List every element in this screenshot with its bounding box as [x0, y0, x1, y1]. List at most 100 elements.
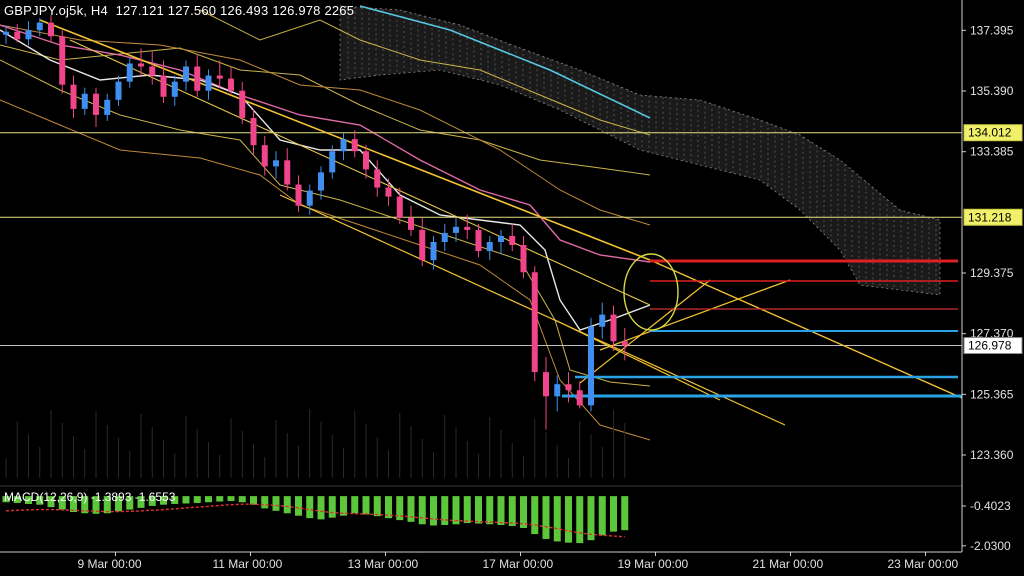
macd-bar	[58, 496, 66, 510]
candle	[318, 166, 324, 200]
macd-bar	[463, 496, 471, 524]
macd-bar	[137, 496, 145, 508]
candle-body	[599, 314, 606, 327]
macd-bar	[542, 496, 550, 539]
macd-bar	[283, 496, 291, 514]
macd-bar	[115, 496, 122, 512]
macd-bar	[520, 496, 527, 528]
candle	[520, 235, 527, 279]
low-value: 126.493	[220, 3, 269, 18]
macd-bar	[36, 496, 44, 505]
candle-body	[543, 372, 549, 397]
candle	[464, 214, 471, 239]
candle-body	[306, 190, 313, 206]
candle	[115, 75, 122, 106]
macd-bar	[587, 496, 595, 541]
date-tick-label: 19 Mar 00:00	[618, 557, 689, 571]
candle	[295, 175, 302, 212]
candle-body	[408, 217, 414, 230]
candlesticks	[3, 15, 628, 478]
candle-body	[14, 31, 21, 40]
candle	[374, 160, 381, 197]
macd-bar	[295, 496, 302, 516]
price-box	[963, 337, 1023, 355]
macd-tick-label: -0.4023	[970, 499, 1011, 513]
bollinger-upper-far	[0, 24, 651, 226]
macd-bar	[13, 496, 21, 503]
price-box	[963, 124, 1023, 142]
macd-bar	[317, 496, 325, 520]
candle-body	[295, 184, 302, 206]
date-tick-label: 21 Mar 00:00	[753, 557, 824, 571]
candle-body	[441, 232, 448, 242]
candle	[239, 81, 246, 124]
candle-body	[228, 78, 234, 91]
price-box-label: 126.978	[968, 339, 1012, 353]
candle-body	[36, 22, 43, 31]
candle-body	[59, 36, 66, 85]
price-tick-label: 125.365	[970, 387, 1014, 401]
candle-body	[149, 66, 156, 76]
macd-bar	[103, 496, 111, 514]
candle	[126, 57, 133, 88]
candle-body	[396, 196, 403, 218]
candle	[599, 302, 606, 339]
candle-body	[250, 117, 257, 146]
candle-body	[70, 84, 77, 109]
candle	[363, 145, 369, 179]
candle	[306, 184, 313, 215]
candle	[261, 136, 268, 176]
macd-signal-line	[5, 503, 625, 538]
bollinger-lower-outer	[0, 99, 651, 441]
price-box-label: 131.218	[968, 210, 1012, 224]
candle-body	[261, 145, 268, 167]
candle	[453, 217, 459, 242]
candle	[104, 93, 111, 121]
macd-bar	[272, 496, 280, 511]
candle-body	[464, 226, 471, 230]
macd-bar	[250, 496, 257, 505]
date-tick-label: 17 Mar 00:00	[483, 557, 554, 571]
candle	[3, 25, 9, 44]
candle	[588, 317, 594, 412]
candle	[419, 217, 426, 267]
macd-bar	[227, 496, 235, 502]
price-box	[963, 208, 1023, 226]
candle-body	[81, 93, 88, 109]
timeframe-label: H4	[90, 3, 108, 18]
candle-body	[486, 242, 493, 252]
macd-bar	[328, 496, 336, 518]
candle	[171, 75, 178, 106]
candle-body	[318, 172, 324, 191]
macd-bar	[385, 496, 392, 519]
candle-body	[126, 63, 133, 82]
macd-label: MACD(12,26,9) -1.3893 -1.6553	[4, 490, 176, 504]
macd-bar	[92, 496, 100, 514]
candle-body	[419, 229, 426, 261]
candle	[183, 60, 189, 91]
close-value: 126.978	[272, 3, 321, 18]
high-value: 127.560	[167, 3, 217, 18]
candle	[396, 187, 403, 224]
price-tick-label: 123.360	[970, 448, 1014, 462]
candle	[14, 24, 21, 43]
macd-bar	[610, 496, 617, 532]
candle	[329, 145, 336, 179]
candle-body	[498, 235, 504, 242]
candle	[250, 108, 257, 155]
candle	[59, 30, 66, 94]
macd-bar	[47, 496, 55, 508]
pink-ma	[0, 24, 651, 263]
macd-bar	[2, 496, 10, 503]
macd-bar	[306, 496, 314, 519]
macd-bar	[171, 496, 179, 504]
symbol-label: GBPJPY.oj5k	[4, 3, 84, 18]
date-tick-label: 9 Mar 00:00	[78, 557, 142, 571]
trend-line-flag-b	[599, 279, 791, 351]
date-tick-label: 13 Mar 00:00	[348, 557, 419, 571]
indicator-lines	[0, 5, 651, 441]
candle	[340, 133, 347, 161]
candle-body	[374, 169, 381, 188]
candle	[498, 229, 504, 255]
